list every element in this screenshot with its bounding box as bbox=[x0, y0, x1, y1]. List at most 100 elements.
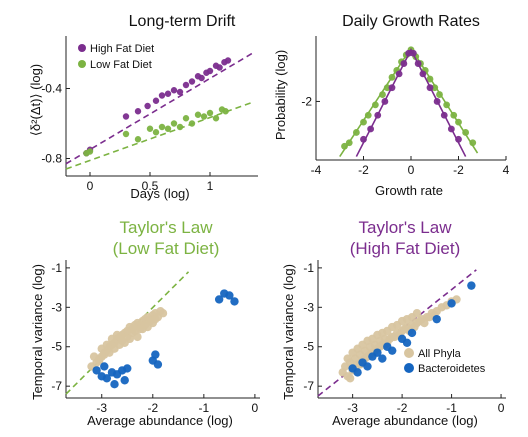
data-point bbox=[152, 97, 160, 104]
title-line: Taylor's Law bbox=[119, 218, 213, 237]
panel-1-legend: High Fat Diet Low Fat Diet bbox=[78, 43, 154, 71]
data-point bbox=[395, 70, 403, 78]
data-point bbox=[222, 108, 229, 115]
data-point bbox=[134, 136, 142, 143]
x-tick-label: 1 bbox=[207, 179, 214, 193]
data-point bbox=[405, 49, 413, 57]
y-tick-label: -3 bbox=[303, 300, 314, 314]
data-point bbox=[224, 57, 232, 64]
x-tick-label: -1 bbox=[446, 401, 457, 415]
y-tick-label: -0.8 bbox=[41, 152, 62, 166]
legend-marker-low-fat bbox=[78, 60, 86, 68]
series-fit-line bbox=[65, 52, 253, 165]
x-tick-label: -2 bbox=[397, 401, 408, 415]
legend-label-high-fat: High Fat Diet bbox=[90, 43, 154, 55]
data-point bbox=[447, 125, 455, 133]
x-tick-label: 0 bbox=[87, 179, 94, 193]
data-point bbox=[379, 91, 386, 98]
y-tick-label: -1 bbox=[303, 261, 314, 275]
data-point bbox=[440, 111, 448, 119]
data-point bbox=[409, 49, 417, 57]
data-point bbox=[176, 123, 184, 131]
data-point bbox=[443, 101, 451, 109]
data-point bbox=[433, 98, 441, 105]
data-point bbox=[345, 374, 355, 383]
data-point bbox=[122, 113, 130, 120]
data-point bbox=[388, 73, 396, 81]
data-point bbox=[469, 139, 477, 147]
x-tick-label: 0 bbox=[408, 163, 415, 177]
data-point bbox=[86, 148, 94, 155]
data-point bbox=[92, 366, 101, 375]
panel-3-plot: -3 -2 -1 0 -7 -5 -3 -1 bbox=[51, 260, 260, 415]
data-point bbox=[455, 135, 462, 143]
panel-daily-growth-rates: Daily Growth Rates -4 -2 0 -2 4 -2 Growth rat… bbox=[273, 13, 510, 198]
data-point bbox=[407, 328, 417, 338]
fit-line bbox=[65, 271, 190, 395]
x-tick-label: 0 bbox=[252, 401, 259, 415]
data-point bbox=[467, 281, 476, 290]
data-point bbox=[419, 70, 427, 78]
data-point bbox=[341, 142, 348, 150]
data-point bbox=[158, 123, 166, 131]
data-point bbox=[436, 91, 443, 98]
panel-long-term-drift: Long-term Drift 0 0.5 1 -0.8 -0.4 Days (log)… bbox=[28, 13, 258, 201]
panel-2-ylabel: Probability (log) bbox=[273, 50, 288, 140]
data-point bbox=[360, 135, 367, 143]
data-point bbox=[364, 111, 372, 119]
y-tick-label: -0.4 bbox=[41, 82, 62, 96]
panel-1-ylabel: ⟨δ²(Δt)⟩ (log) bbox=[28, 64, 43, 136]
legend-marker-bacteroidetes bbox=[404, 363, 414, 373]
data-point bbox=[123, 364, 132, 373]
data-point bbox=[367, 125, 375, 133]
data-point bbox=[388, 346, 397, 355]
panel-2-title: Daily Growth Rates bbox=[342, 13, 480, 30]
data-point bbox=[188, 78, 196, 85]
data-point bbox=[206, 67, 214, 75]
x-tick-label: -1 bbox=[199, 401, 210, 415]
data-point bbox=[151, 350, 160, 359]
panel-4-legend: All Phyla Bacteroidetes bbox=[404, 348, 486, 375]
data-point bbox=[420, 318, 429, 328]
panel-taylor-low-fat: Taylor's Law (Low Fat Diet) -3 -2 -1 0-7-5-3… bbox=[30, 218, 260, 428]
data-point bbox=[182, 115, 190, 122]
data-point bbox=[374, 111, 382, 119]
data-point bbox=[170, 87, 178, 94]
x-tick-label: -2 bbox=[453, 163, 464, 177]
data-point bbox=[343, 354, 352, 363]
data-point bbox=[402, 338, 412, 347]
data-point bbox=[100, 362, 109, 371]
data-point bbox=[216, 64, 223, 71]
data-point bbox=[94, 356, 104, 365]
x-tick-label: -2 bbox=[147, 401, 158, 415]
data-point bbox=[353, 368, 362, 377]
data-point bbox=[431, 84, 439, 92]
data-point bbox=[144, 102, 151, 110]
data-point bbox=[125, 334, 135, 344]
panel-4-title: Taylor's Law (High Fat Diet) bbox=[350, 218, 461, 258]
data-point bbox=[122, 130, 130, 138]
legend-label-low-fat: Low Fat Diet bbox=[90, 59, 152, 71]
data-point bbox=[110, 380, 119, 389]
data-point bbox=[455, 118, 462, 126]
data-point bbox=[158, 309, 168, 318]
legend-label-bacteroidetes: Bacteroidetes bbox=[418, 363, 486, 375]
x-tick-label: -3 bbox=[96, 401, 107, 415]
data-point bbox=[426, 75, 434, 83]
data-point bbox=[345, 139, 353, 147]
data-point bbox=[146, 125, 154, 132]
x-tick-label: -2 bbox=[358, 163, 369, 177]
panel-1-title: Long-term Drift bbox=[129, 13, 236, 30]
panel-3-ylabel: Temporal variance (log) bbox=[30, 264, 45, 400]
panel-3-title: Taylor's Law (Low Fat Diet) bbox=[113, 218, 220, 258]
data-point bbox=[206, 109, 214, 117]
data-point bbox=[381, 98, 389, 105]
x-tick-label: -3 bbox=[347, 401, 358, 415]
data-point bbox=[412, 309, 422, 318]
data-point bbox=[432, 314, 441, 324]
data-point bbox=[450, 111, 458, 119]
data-point bbox=[400, 60, 408, 67]
x-tick-label: -4 bbox=[311, 163, 322, 177]
x-tick-label: 0.5 bbox=[142, 179, 159, 193]
data-point bbox=[194, 111, 202, 118]
